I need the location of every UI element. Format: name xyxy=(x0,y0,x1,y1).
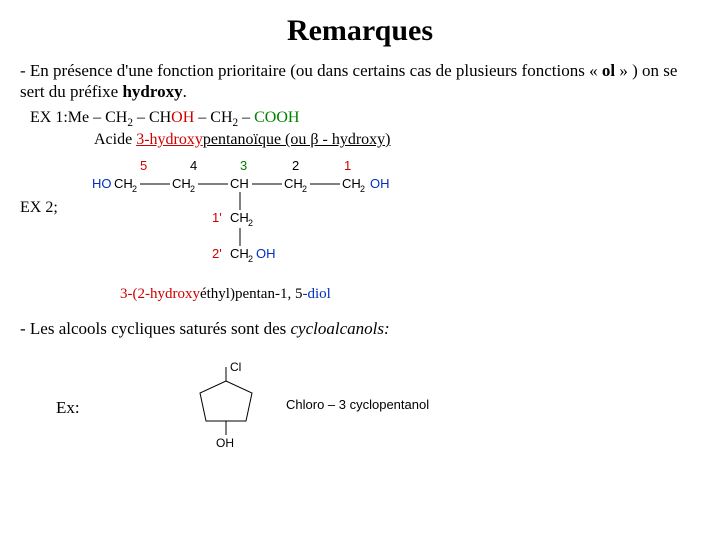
ch2-1: CH xyxy=(342,176,361,191)
svg-text:2: 2 xyxy=(360,184,365,194)
ch-3: CH xyxy=(230,176,249,191)
locant-2: 2 xyxy=(292,158,299,173)
ch2-2: CH xyxy=(284,176,303,191)
cyclopentanol-structure: Cl OH Chloro – 3 cyclopentanol xyxy=(186,359,506,456)
cl-label: Cl xyxy=(230,360,241,374)
para1-text-a: - En présence d'une fonction prioritaire… xyxy=(20,61,602,80)
diol-name: 3-(2-hydroxyéthyl)pentan-1, 5-diol xyxy=(120,285,700,304)
svg-text:2: 2 xyxy=(248,254,253,264)
locant-1p: 1' xyxy=(212,210,222,225)
oh-branch: OH xyxy=(256,246,276,261)
ex1-cooh: COOH xyxy=(254,109,299,126)
ex1-oh: OH xyxy=(171,109,194,126)
locant-2p: 2' xyxy=(212,246,222,261)
ex2-structure: 5 4 3 2 1 HO CH2 CH2 CH CH2 CH2 OH 1' xyxy=(80,158,420,281)
para2-a: - Les alcools cycliques saturés sont des xyxy=(20,319,291,338)
ch2-1p: CH xyxy=(230,210,249,225)
ex1-dash1: – CH xyxy=(133,109,171,126)
oh-ring: OH xyxy=(216,436,234,450)
para1-ol: ol xyxy=(602,61,615,80)
ex2-row: EX 2; 5 4 3 2 1 HO CH2 CH2 CH CH2 CH2 xyxy=(20,158,700,281)
ex1-l2a: Acide xyxy=(94,131,136,148)
ex1-l2b: 3-hydroxy xyxy=(136,131,203,148)
ch2-2p: CH xyxy=(230,246,249,261)
locant-4: 4 xyxy=(190,158,197,173)
ring-name: Chloro – 3 cyclopentanol xyxy=(286,397,429,412)
ex-row: Ex: Cl OH Chloro – 3 cyclopentanol xyxy=(20,359,700,456)
ex1-dash3: – xyxy=(238,109,254,126)
ex-label: Ex: xyxy=(20,397,186,418)
ex1-l2c: pentanoïque (ou β - hydroxy) xyxy=(203,131,391,148)
locant-1: 1 xyxy=(344,158,351,173)
oh-right: OH xyxy=(370,176,390,191)
page-title: Remarques xyxy=(20,12,700,50)
paragraph-2: - Les alcools cycliques saturés sont des… xyxy=(20,318,700,339)
para1-hydroxy: hydroxy xyxy=(122,82,182,101)
locant-3: 3 xyxy=(240,158,247,173)
ex1-label: EX 1: xyxy=(30,108,68,128)
ex1-line2: Acide 3-hydroxypentanoïque (ou β - hydro… xyxy=(94,130,700,150)
diol-a: 3-(2-hydroxy xyxy=(120,286,200,302)
diol-b: éthyl)pentan-1, 5 xyxy=(200,286,302,302)
para1-text-c: . xyxy=(183,82,187,101)
locant-5: 5 xyxy=(140,158,147,173)
paragraph-1: - En présence d'une fonction prioritaire… xyxy=(20,60,700,103)
ch2-5a: CH xyxy=(114,176,133,191)
para2-b: cycloalcanols: xyxy=(291,319,390,338)
svg-text:2: 2 xyxy=(302,184,307,194)
ex2-label: EX 2; xyxy=(20,158,80,218)
ch2-4: CH xyxy=(172,176,191,191)
svg-text:2: 2 xyxy=(248,218,253,228)
diol-c: -diol xyxy=(302,286,330,302)
ex1-dash2: – CH xyxy=(194,109,232,126)
ex1-line1: EX 1: Me – CH2 – CHOH – CH2 – COOH xyxy=(30,108,700,130)
svg-text:2: 2 xyxy=(190,184,195,194)
svg-text:2: 2 xyxy=(132,184,137,194)
ex1-me: Me – CH xyxy=(68,109,128,126)
ho-left: HO xyxy=(92,176,112,191)
